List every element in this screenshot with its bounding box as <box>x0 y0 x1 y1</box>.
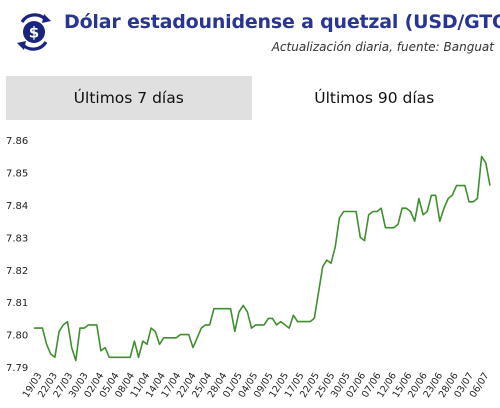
y-tick-label: 7.85 <box>6 169 28 180</box>
svg-text:$: $ <box>29 24 39 42</box>
dollar-exchange-icon: $ <box>15 12 53 52</box>
y-tick-label: 7.84 <box>6 201 28 212</box>
tab-last-7-days[interactable]: Últimos 7 días <box>6 76 252 120</box>
exchange-rate-chart: 7.867.857.847.837.827.817.807.7919/0322/… <box>6 136 492 400</box>
tab-last-90-days[interactable]: Últimos 90 días <box>251 76 497 120</box>
y-tick-label: 7.81 <box>6 298 28 309</box>
y-tick-label: 7.83 <box>6 233 28 244</box>
page-title: Dólar estadounidense a quetzal (USD/GTQ) <box>64 11 500 33</box>
y-tick-label: 7.79 <box>6 363 28 374</box>
y-tick-label: 7.80 <box>6 331 28 342</box>
y-tick-label: 7.86 <box>6 136 28 147</box>
page-subtitle: Actualización diaria, fuente: Banguat <box>271 40 494 54</box>
period-tabs: Últimos 7 días Últimos 90 días <box>6 76 497 120</box>
y-tick-label: 7.82 <box>6 266 28 277</box>
usd-gtq-series-line <box>34 155 491 362</box>
